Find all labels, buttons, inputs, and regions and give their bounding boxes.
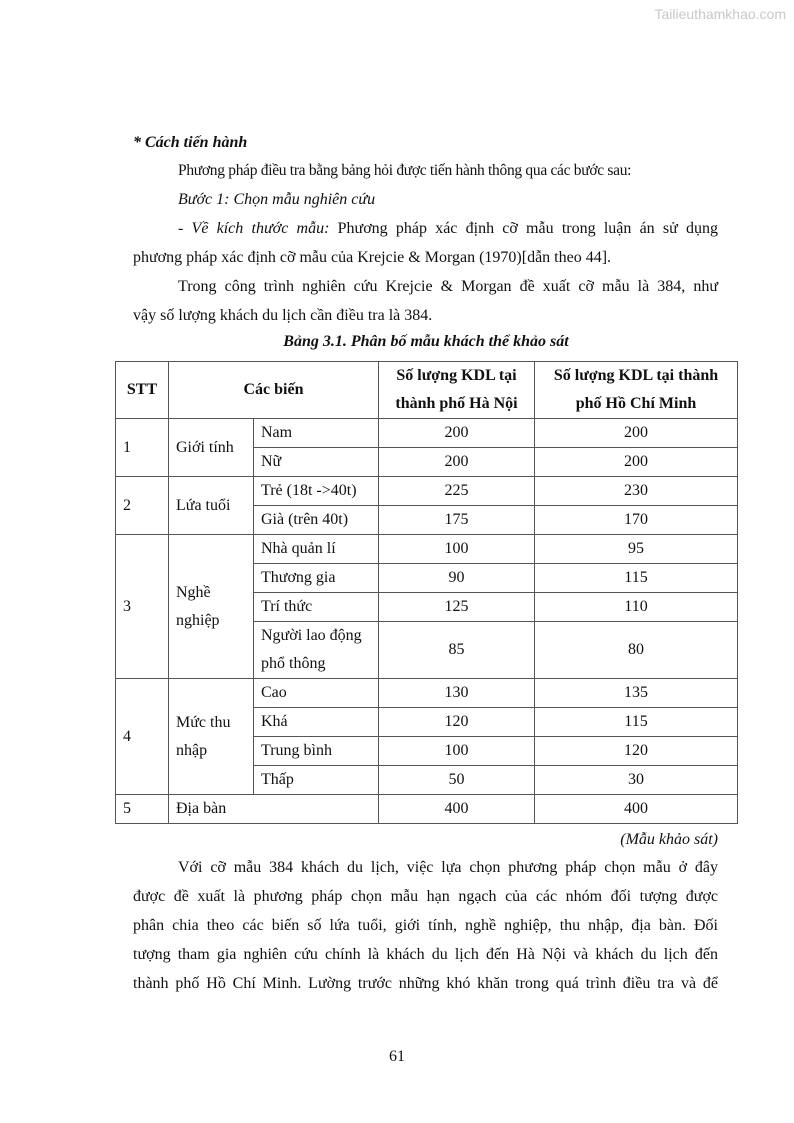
stt-cell: 3 xyxy=(115,534,169,679)
hanoi-value-cell: 175 xyxy=(378,505,535,535)
hanoi-value-cell: 120 xyxy=(378,707,535,737)
page-number: 61 xyxy=(389,1048,405,1065)
sub-variable-cell: Nhà quản lí xyxy=(253,534,379,564)
table-row: 3 Nghề nghiệp Nhà quản lí 100 95 xyxy=(115,534,738,679)
sub-variable-cell: Khá xyxy=(253,707,379,737)
header-hcm: Số lượng KDL tại thành phố Hồ Chí Minh xyxy=(534,361,738,419)
sample-size-text: Phương pháp xác định cỡ mẫu trong luận á… xyxy=(337,220,719,237)
hcm-value-cell: 400 xyxy=(534,794,738,824)
sub-variable-cell: Già (trên 40t) xyxy=(253,505,379,535)
paragraph-line: được đề xuất là phương pháp chọn mẫu hạn… xyxy=(133,888,718,905)
hanoi-value-cell: 100 xyxy=(378,736,535,766)
table-row: Thương gia 90 115 xyxy=(116,563,738,593)
hanoi-value-cell: 200 xyxy=(378,447,535,477)
table-row: 1 Giới tính Nam 200 200 xyxy=(115,418,738,477)
table-caption: Bảng 3.1. Phân bố mẫu khách thể khảo sát xyxy=(283,333,569,350)
stt-cell: 4 xyxy=(115,678,169,795)
hanoi-value-cell: 50 xyxy=(378,765,535,795)
sub-variable-cell: Nam xyxy=(253,418,379,448)
table-row: Thấp 50 30 xyxy=(116,765,738,795)
hcm-value-cell: 80 xyxy=(534,621,738,679)
sub-variable-cell: Thương gia xyxy=(253,563,379,593)
hcm-value-cell: 120 xyxy=(534,736,738,766)
intro-text: Phương pháp điều tra bằng bảng hỏi được … xyxy=(178,162,632,179)
step-1-heading: Bước 1: Chọn mẫu nghiên cứu xyxy=(178,191,376,208)
hcm-value-cell: 170 xyxy=(534,505,738,535)
sub-variable-cell: Trẻ (18t ->40t) xyxy=(253,476,379,506)
hcm-value-cell: 230 xyxy=(534,476,738,506)
hcm-value-cell: 200 xyxy=(534,447,738,477)
header-stt: STT xyxy=(115,361,169,419)
hcm-value-cell: 95 xyxy=(534,534,738,564)
table-row: 5 Địa bàn 400 400 xyxy=(115,794,738,824)
paragraph-line: phân chia theo các biến số lứa tuổi, giớ… xyxy=(133,917,718,934)
paragraph-line: Với cỡ mẫu 384 khách du lịch, việc lựa c… xyxy=(178,859,718,876)
sample-distribution-table: STT Các biến Số lượng KDL tại thành phố … xyxy=(115,361,738,824)
variable-cell: Mức thu nhập xyxy=(168,678,254,795)
hanoi-value-cell: 225 xyxy=(378,476,535,506)
hcm-value-cell: 200 xyxy=(534,418,738,448)
sub-variable-cell: Người lao động phổ thông xyxy=(253,621,379,679)
stt-cell: 1 xyxy=(115,418,169,477)
sub-variable-cell: Cao xyxy=(253,678,379,708)
header-hanoi: Số lượng KDL tại thành phố Hà Nội xyxy=(378,361,535,419)
paragraph-line: thành phố Hồ Chí Minh. Lường trước những… xyxy=(133,975,718,992)
paragraph-line: tượng tham gia nghiên cứu chính là khách… xyxy=(133,946,718,963)
table-header-row: STT Các biến Số lượng KDL tại thành phố … xyxy=(115,361,738,419)
sub-variable-cell: Trung bình xyxy=(253,736,379,766)
krejcie-line-2: vậy số lượng khách du lịch cần điều tra … xyxy=(133,307,433,324)
header-variables: Các biến xyxy=(168,361,379,419)
sample-size-line-1: - Về kích thước mẫu: Phương pháp xác địn… xyxy=(133,218,718,240)
variable-cell: Lứa tuổi xyxy=(168,476,254,535)
sub-variable-cell: Nữ xyxy=(253,447,379,477)
hanoi-value-cell: 400 xyxy=(378,794,535,824)
hanoi-value-cell: 85 xyxy=(378,621,535,679)
hcm-value-cell: 30 xyxy=(534,765,738,795)
hcm-value-cell: 135 xyxy=(534,678,738,708)
variable-cell: Nghề nghiệp xyxy=(168,534,254,679)
table-row: Già (trên 40t) 175 170 xyxy=(116,505,738,535)
hanoi-value-cell: 90 xyxy=(378,563,535,593)
table-row: Nữ 200 200 xyxy=(116,447,738,477)
section-heading: * Cách tiến hành xyxy=(133,134,248,151)
hcm-value-cell: 115 xyxy=(534,563,738,593)
hanoi-value-cell: 130 xyxy=(378,678,535,708)
sample-size-line-2: phương pháp xác định cỡ mẫu của Krejcie … xyxy=(133,249,612,266)
stt-cell: 5 xyxy=(115,794,169,824)
table-row: 4 Mức thu nhập Cao 130 135 xyxy=(115,678,738,795)
hanoi-value-cell: 200 xyxy=(378,418,535,448)
sample-size-label: - Về kích thước mẫu: xyxy=(178,220,330,237)
hcm-value-cell: 115 xyxy=(534,707,738,737)
hanoi-value-cell: 125 xyxy=(378,592,535,622)
watermark: Tailieuthamkhao.com xyxy=(654,6,786,22)
krejcie-line-1: Trong công trình nghiên cứu Krejcie & Mo… xyxy=(178,278,718,295)
variable-cell: Giới tính xyxy=(168,418,254,477)
variable-cell: Địa bàn xyxy=(168,794,379,824)
table-row: Trí thức 125 110 xyxy=(116,592,738,622)
table-row: 2 Lứa tuổi Trẻ (18t ->40t) 225 230 xyxy=(115,476,738,535)
hanoi-value-cell: 100 xyxy=(378,534,535,564)
sub-variable-cell: Thấp xyxy=(253,765,379,795)
stt-cell: 2 xyxy=(115,476,169,535)
sub-variable-cell: Trí thức xyxy=(253,592,379,622)
hcm-value-cell: 110 xyxy=(534,592,738,622)
table-source: (Mẫu khảo sát) xyxy=(620,831,718,848)
table-row: Người lao động phổ thông 85 80 xyxy=(116,621,738,679)
